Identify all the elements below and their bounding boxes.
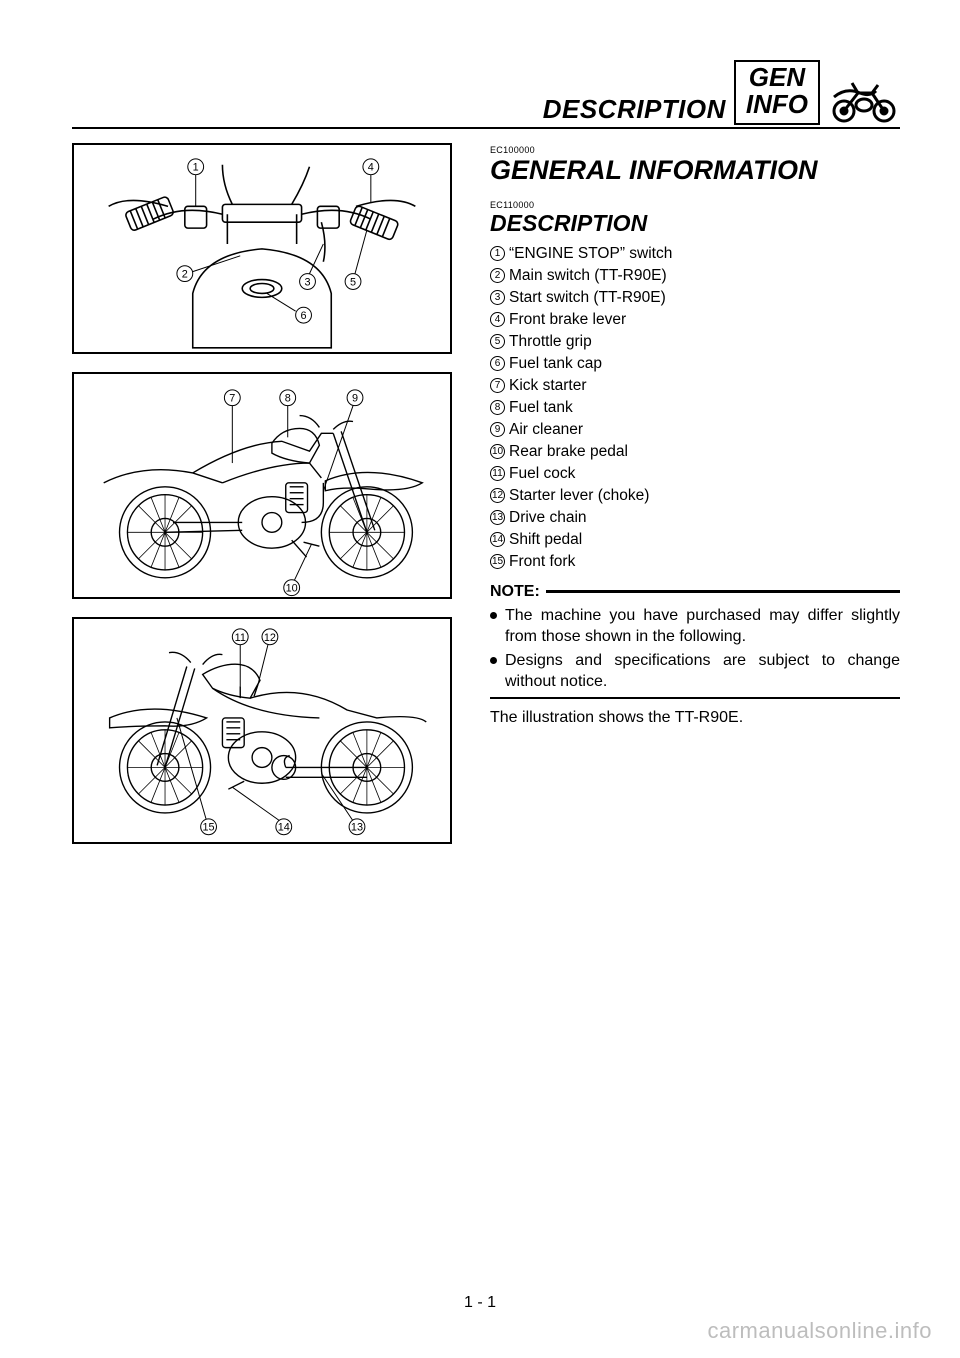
bullet-icon: [490, 657, 497, 664]
callout-3: 3: [304, 276, 310, 288]
part-row: 4 Front brake lever: [490, 309, 900, 331]
section-code: EC110000: [490, 200, 900, 210]
part-label: Drive chain: [509, 507, 587, 529]
part-row: 11 Fuel cock: [490, 463, 900, 485]
tab-line2: INFO: [746, 91, 808, 118]
header-rule: [72, 127, 900, 129]
callout-4: 4: [368, 161, 374, 173]
part-number-icon: 14: [490, 532, 505, 547]
part-label: Throttle grip: [509, 331, 592, 353]
note-bullet: Designs and specifications are subject t…: [490, 650, 900, 693]
page-header: DESCRIPTION GEN INFO: [72, 60, 900, 125]
section-title: DESCRIPTION: [490, 210, 900, 237]
part-label: Start switch (TT-R90E): [509, 287, 666, 309]
part-number-icon: 7: [490, 378, 505, 393]
part-label: Main switch (TT-R90E): [509, 265, 667, 287]
part-row: 14 Shift pedal: [490, 529, 900, 551]
motorcycle-icon: [828, 71, 900, 125]
part-row: 7 Kick starter: [490, 375, 900, 397]
part-row: 15 Front fork: [490, 551, 900, 573]
part-number-icon: 4: [490, 312, 505, 327]
note-label: NOTE:: [490, 583, 540, 601]
figure-handlebar: 1 4 2 3: [72, 143, 452, 355]
callout-2: 2: [182, 268, 188, 280]
figure-left-side: 11 12 13 14: [72, 617, 452, 844]
part-number-icon: 11: [490, 466, 505, 481]
part-number-icon: 12: [490, 488, 505, 503]
callout-6: 6: [301, 310, 307, 322]
part-row: 6 Fuel tank cap: [490, 353, 900, 375]
part-label: “ENGINE STOP” switch: [509, 243, 672, 265]
part-row: 1 “ENGINE STOP” switch: [490, 243, 900, 265]
part-row: 9 Air cleaner: [490, 419, 900, 441]
part-number-icon: 9: [490, 422, 505, 437]
part-number-icon: 1: [490, 246, 505, 261]
part-number-icon: 10: [490, 444, 505, 459]
part-row: 13 Drive chain: [490, 507, 900, 529]
parts-list: 1 “ENGINE STOP” switch 2 Main switch (TT-R9…: [490, 243, 900, 573]
part-label: Starter lever (choke): [509, 485, 649, 507]
callout-14: 14: [278, 822, 290, 834]
figure-right-side: 7 8 9 10: [72, 372, 452, 599]
note-rule: [546, 590, 900, 593]
part-row: 5 Throttle grip: [490, 331, 900, 353]
tab-line1: GEN: [746, 64, 808, 91]
part-row: 3 Start switch (TT-R90E): [490, 287, 900, 309]
callout-11: 11: [235, 632, 246, 644]
part-number-icon: 2: [490, 268, 505, 283]
text-column: EC100000 GENERAL INFORMATION EC110000 DE…: [490, 143, 900, 844]
part-number-icon: 15: [490, 554, 505, 569]
section-label: DESCRIPTION: [543, 94, 726, 125]
note-header: NOTE:: [490, 583, 900, 601]
callout-8: 8: [285, 393, 291, 405]
part-label: Fuel tank: [509, 397, 573, 419]
part-number-icon: 13: [490, 510, 505, 525]
chapter-code: EC100000: [490, 145, 900, 155]
part-row: 12 Starter lever (choke): [490, 485, 900, 507]
part-number-icon: 8: [490, 400, 505, 415]
part-number-icon: 3: [490, 290, 505, 305]
callout-13: 13: [351, 822, 363, 834]
callout-1: 1: [193, 161, 199, 173]
part-label: Kick starter: [509, 375, 587, 397]
note-bullets: The machine you have purchased may diffe…: [490, 605, 900, 693]
page-number: 1 - 1: [0, 1294, 960, 1312]
chapter-title: GENERAL INFORMATION: [490, 155, 900, 186]
part-label: Air cleaner: [509, 419, 583, 441]
bullet-text: Designs and specifications are subject t…: [505, 650, 900, 693]
part-label: Front brake lever: [509, 309, 626, 331]
part-label: Front fork: [509, 551, 575, 573]
watermark: carmanualsonline.info: [707, 1318, 932, 1344]
bullet-icon: [490, 612, 497, 619]
callout-9: 9: [352, 393, 358, 405]
part-label: Shift pedal: [509, 529, 582, 551]
callout-12: 12: [264, 632, 276, 644]
part-number-icon: 6: [490, 356, 505, 371]
callout-5: 5: [350, 276, 356, 288]
figures-column: 1 4 2 3: [72, 143, 462, 844]
part-row: 2 Main switch (TT-R90E): [490, 265, 900, 287]
callout-7: 7: [229, 393, 235, 405]
part-label: Fuel tank cap: [509, 353, 602, 375]
part-row: 10 Rear brake pedal: [490, 441, 900, 463]
part-label: Rear brake pedal: [509, 441, 628, 463]
part-row: 8 Fuel tank: [490, 397, 900, 419]
chapter-tab: GEN INFO: [734, 60, 820, 125]
note-bullet: The machine you have purchased may diffe…: [490, 605, 900, 648]
callout-10: 10: [286, 583, 298, 595]
note-end-rule: [490, 697, 900, 699]
illustration-note: The illustration shows the TT-R90E.: [490, 709, 900, 727]
bullet-text: The machine you have purchased may diffe…: [505, 605, 900, 648]
callout-15: 15: [203, 822, 215, 834]
part-number-icon: 5: [490, 334, 505, 349]
part-label: Fuel cock: [509, 463, 575, 485]
